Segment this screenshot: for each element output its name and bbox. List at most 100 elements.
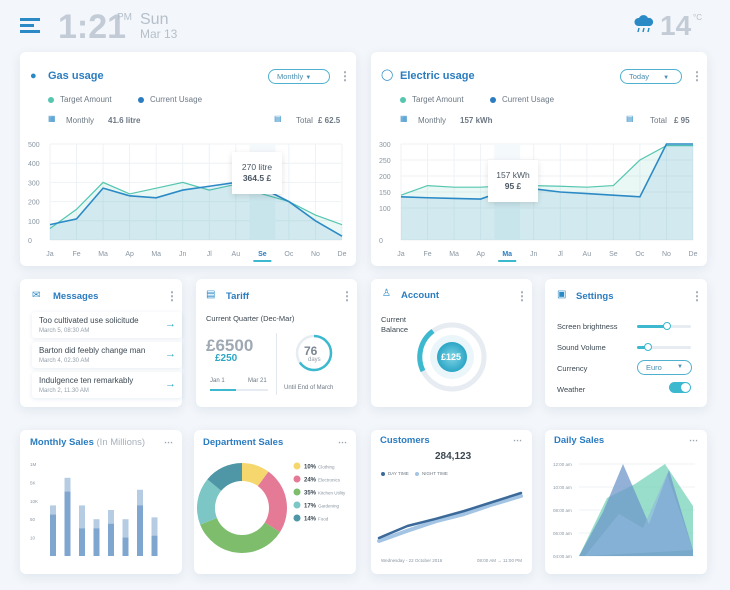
gas-usage-card: ● Gas usage Monthly ▼ ⋮ Target Amount Cu… (20, 52, 356, 266)
legend-label: Food (318, 517, 329, 522)
brightness-slider[interactable] (637, 322, 691, 330)
y-tick-label: 50 (30, 517, 36, 522)
bar-front (151, 535, 158, 556)
more-icon[interactable]: ⋮ (691, 289, 703, 303)
y-tick-label: 250 (379, 158, 391, 165)
more-icon[interactable]: ⋮ (691, 69, 703, 83)
series-area (401, 144, 693, 240)
legend-label: Clothing (318, 465, 335, 470)
user-icon: ♙ (382, 288, 391, 299)
more-icon[interactable]: ⋯ (338, 437, 347, 447)
chevron-down-icon: ▼ (663, 75, 670, 81)
mail-icon: ✉ (32, 290, 41, 301)
clock-time: 1:21 (58, 8, 127, 46)
more-icon[interactable]: ⋮ (341, 289, 353, 303)
monthly-sales-card: Monthly Sales (In Millions) ⋯ 10 50 10K 5K 1… (20, 430, 182, 574)
clock-date: Mar 13 (140, 27, 178, 41)
series-line (49, 181, 343, 237)
account-title: Account (401, 290, 439, 301)
customers-footer-left: Wednesday - 22 October 2016 (381, 558, 443, 563)
donut-slice (242, 463, 269, 487)
legend-value: 14% (304, 517, 317, 523)
electric-period-label: Monthly (418, 116, 447, 125)
currency-select[interactable]: Euro ▼ (637, 360, 692, 375)
settings-title: Settings (576, 291, 614, 302)
x-tick-label: Se (258, 251, 267, 258)
bar-back (122, 519, 129, 556)
rain-cloud-icon (633, 14, 655, 39)
series-area (50, 182, 342, 240)
monthly-sales-chart: 10 50 10K 5K 1M (30, 462, 158, 556)
slider-handle[interactable] (643, 343, 652, 351)
weather-toggle[interactable] (669, 382, 691, 393)
more-icon[interactable]: ⋮ (516, 289, 528, 303)
gas-chart[interactable]: 0 100 200 300 400 500 Ja Fe Ma Ap Ma Jn Jl Au Se Oc No De (20, 132, 356, 262)
message-item[interactable]: Too cultivated use solicitude March 5, 08… (32, 312, 182, 338)
message-item[interactable]: Indulgence ten remarkably March 2, 11.30 … (32, 372, 182, 398)
x-tick-label: Jl (207, 251, 213, 258)
electric-period-dropdown[interactable]: Today ▼ (620, 69, 682, 84)
message-text: Indulgence ten remarkably (39, 376, 134, 385)
clock-ampm: PM (117, 12, 132, 23)
sound-slider[interactable] (637, 343, 691, 351)
message-date: March 2, 11.30 AM (39, 388, 89, 394)
x-tick-label: Au (583, 251, 592, 258)
gas-dropdown-label: Monthly (277, 72, 304, 81)
balance-gauge (413, 321, 491, 398)
weather-label: Weather (557, 385, 586, 394)
x-tick-label: Jl (558, 251, 564, 258)
electric-chart[interactable]: 0 100 150 200 250 300 Ja Fe Ma Ap Ma Jn Jl Au Se Oc No De (371, 132, 707, 262)
legend-marker (293, 514, 301, 522)
gas-period-dropdown[interactable]: Monthly ▼ (268, 69, 330, 84)
more-icon[interactable]: ⋯ (689, 435, 698, 445)
tooltip-line1: 157 kWh (496, 170, 530, 180)
sound-label: Sound Volume (557, 343, 606, 352)
temperature-unit: °C (693, 13, 702, 22)
more-icon[interactable]: ⋮ (166, 289, 178, 303)
electric-legend-target: Target Amount (400, 95, 464, 104)
messages-card: ✉ Messages ⋮ Too cultivated use solicitu… (20, 279, 182, 407)
tooltip-line1: 270 litre (241, 162, 273, 172)
tariff-amount: £6500 (206, 336, 254, 355)
message-text: Barton did feebly change man (39, 346, 146, 355)
y-tick-label: 200 (28, 200, 40, 207)
more-icon[interactable]: ⋮ (339, 69, 351, 83)
monthly-title: Monthly Sales (In Millions) (30, 437, 145, 448)
tariff-quarter: Current Quarter (Dec-Mar) (206, 314, 295, 323)
x-tick-label: Au (232, 251, 241, 258)
bar-front (79, 528, 85, 556)
y-tick-label: 300 (379, 142, 391, 149)
gas-tooltip: 270 litre 364.5 £ (232, 152, 282, 194)
slider-handle[interactable] (662, 322, 671, 330)
y-tick-label: 200 (379, 174, 391, 181)
electric-title: Electric usage (400, 70, 475, 82)
y-tick-label: 100 (379, 206, 391, 213)
days-unit: days (308, 357, 321, 363)
daily-sales-card: Daily Sales ⋯ 04:00 am 06:00 am 08:00 am 10… (545, 430, 707, 574)
donut-slice (200, 517, 280, 553)
legend-marker (293, 501, 301, 509)
y-tick-label: 1M (30, 462, 37, 467)
gas-total-label: Total (296, 116, 313, 125)
gas-period-value: 41.6 litre (108, 116, 141, 125)
y-tick-label: 06:00 am (553, 531, 572, 536)
tariff-from: Jan 1 (210, 378, 225, 384)
series-line (400, 145, 693, 196)
y-tick-label: 300 (28, 180, 40, 187)
electric-total-value: £ 95 (674, 116, 690, 125)
message-item[interactable]: Barton did feebly change man March 4, 02.… (32, 342, 182, 368)
x-tick-label: Jn (179, 251, 187, 258)
x-tick-label: Ma (502, 251, 512, 258)
menu-icon[interactable] (20, 18, 40, 33)
tariff-title: Tariff (226, 291, 250, 302)
more-icon[interactable]: ⋯ (513, 435, 522, 445)
more-icon[interactable]: ⋯ (164, 437, 173, 447)
series-area (50, 182, 342, 240)
bar-front (93, 528, 100, 556)
receipt-icon: ▤ (626, 114, 634, 123)
flame-icon: ● (30, 70, 37, 82)
tariff-progress (210, 389, 268, 391)
x-tick-label: Fe (72, 251, 80, 258)
gas-title: Gas usage (48, 70, 104, 82)
department-donut-chart: 10% Clothing 24% Electronics 35% Kitchen Util… (197, 462, 346, 553)
